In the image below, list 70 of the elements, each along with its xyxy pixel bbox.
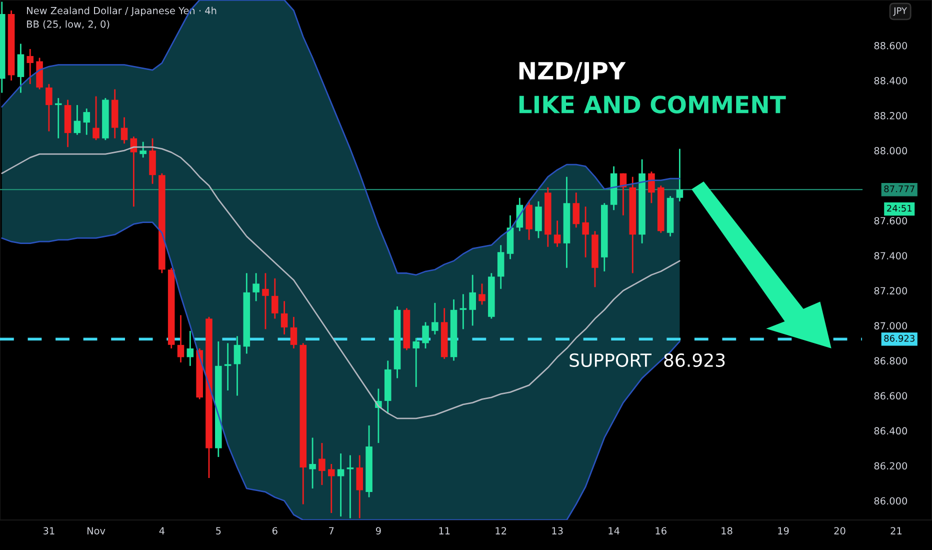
annotation: 87.777 <box>884 185 914 192</box>
y-tick-label: 86.000 <box>874 497 908 505</box>
y-tick-label: 88.400 <box>874 77 908 84</box>
y-tick-label: 87.400 <box>874 252 908 260</box>
candlestick <box>337 452 344 518</box>
candlestick <box>234 335 241 396</box>
x-tick-label: 31 <box>44 527 54 534</box>
candlestick <box>280 300 288 336</box>
annotation: 86.923 <box>884 334 914 342</box>
candlestick <box>120 116 128 144</box>
x-tick-label: 9 <box>376 527 381 534</box>
candlestick <box>186 330 194 367</box>
annotation: LIKE AND COMMENT <box>519 96 786 114</box>
x-tick-label: 18 <box>722 527 732 534</box>
candlestick <box>582 206 589 258</box>
text: BB (25, low, 2, 0) <box>27 20 110 29</box>
annotation: JPY <box>893 7 908 16</box>
candlestick <box>46 83 52 132</box>
x-tick-label: Nov <box>87 527 106 534</box>
x-tick-label: 12 <box>496 527 506 534</box>
candlestick <box>356 454 364 519</box>
candlestick <box>648 170 655 204</box>
x-tick-label: 5 <box>216 527 221 534</box>
x-tick-label: 13 <box>552 527 563 534</box>
y-tick-label: 86.400 <box>874 427 908 435</box>
candlestick <box>328 463 335 514</box>
candlestick <box>92 96 100 141</box>
y-tick-label: 87.600 <box>874 217 908 224</box>
y-tick-label: 88.200 <box>874 112 908 120</box>
y-tick-label: 86.800 <box>874 357 908 365</box>
ref-line-label: SUPPORT 86.923 <box>570 353 725 368</box>
candlestick <box>17 43 24 94</box>
candlestick <box>140 141 146 158</box>
candlestick <box>469 274 476 326</box>
candlestick <box>572 192 580 228</box>
candlestick <box>26 48 34 85</box>
x-tick-label: 20 <box>834 527 846 534</box>
x-tick-label: 14 <box>608 527 620 534</box>
candlestick <box>676 148 684 202</box>
candlestick <box>309 437 316 490</box>
candlestick <box>272 278 278 320</box>
y-tick-label: 88.000 <box>874 147 908 154</box>
candlestick <box>262 272 269 330</box>
candlestick <box>83 108 90 136</box>
x-tick-label: 16 <box>656 527 666 534</box>
candlestick <box>318 442 326 486</box>
candlestick <box>422 321 429 350</box>
candlestick <box>224 342 232 392</box>
candlestick <box>412 337 420 388</box>
candlestick <box>177 314 184 364</box>
y-tick-label: 88.600 <box>874 42 908 50</box>
candlestick <box>290 316 298 350</box>
candlestick <box>252 272 260 302</box>
y-tick-label: 87.000 <box>874 322 908 330</box>
annotation: 24:51 <box>887 204 912 212</box>
candlestick <box>74 104 81 136</box>
x-tick-label: 19 <box>778 527 789 534</box>
y-tick-label: 86.600 <box>874 392 908 400</box>
candlestick <box>460 293 467 330</box>
annotation: NZD/JPY <box>519 62 626 84</box>
candlestick <box>554 220 561 248</box>
candlestick <box>478 282 486 306</box>
y-tick-label: 86.200 <box>874 462 908 470</box>
candlestick <box>432 302 438 336</box>
y-tick-label: 87.200 <box>874 287 908 294</box>
x-tick-label: 11 <box>439 527 450 534</box>
x-tick-label: 6 <box>272 527 278 534</box>
x-tick-label: 4 <box>159 527 164 534</box>
x-tick-label: 7 <box>329 527 334 534</box>
x-tick-label: 21 <box>890 527 902 534</box>
